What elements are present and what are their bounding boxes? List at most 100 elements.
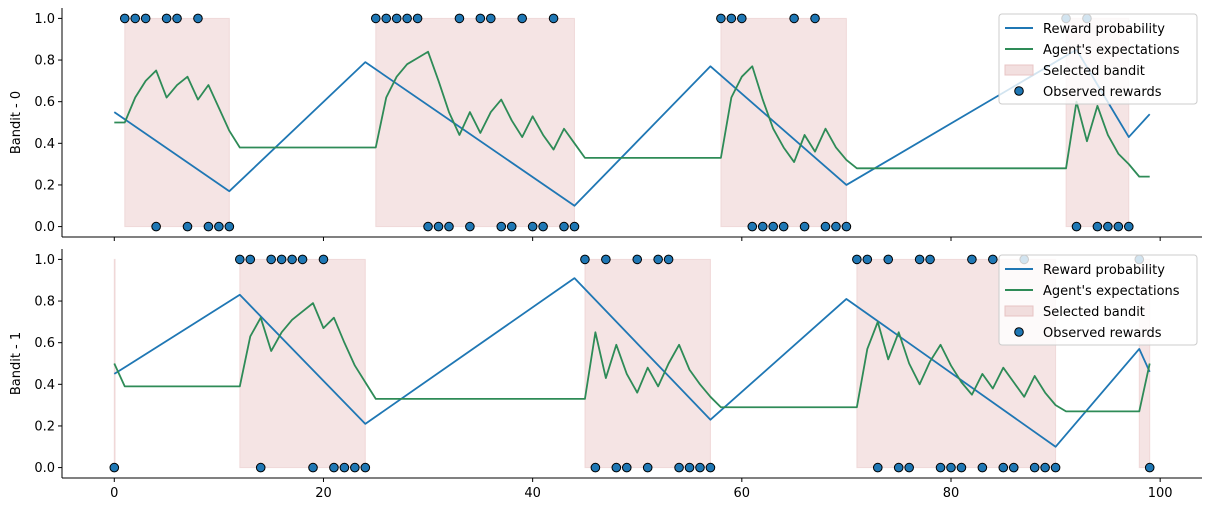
observed-reward-point — [946, 462, 956, 473]
observed-reward-point — [1103, 221, 1113, 232]
y-tick-label: 0.0 — [34, 461, 55, 476]
y-tick-label: 0.6 — [34, 95, 55, 110]
observed-reward-point — [1008, 462, 1019, 473]
observed-reward-point — [245, 254, 256, 265]
selected-region-1 — [239, 258, 366, 469]
legend-expect-label: Agent's expectations — [1043, 284, 1180, 299]
observed-reward-point — [820, 221, 831, 232]
legend-selected-label: Selected bandit — [1043, 64, 1145, 79]
observed-reward-point — [496, 221, 507, 232]
observed-reward-point — [757, 221, 768, 232]
observed-reward-point — [339, 462, 350, 473]
x-tick-label: 60 — [734, 486, 751, 501]
observed-reward-point — [360, 462, 371, 473]
observed-reward-point — [1123, 221, 1134, 232]
observed-reward-point — [590, 462, 601, 473]
observed-reward-point — [308, 462, 318, 473]
observed-reward-point — [1029, 462, 1040, 473]
selected-region-2 — [584, 258, 711, 469]
y-tick-label: 0.4 — [34, 378, 55, 393]
y-axis-label: Bandit - 1 — [9, 332, 24, 395]
observed-reward-point — [151, 221, 161, 232]
legend-box — [998, 254, 1198, 346]
observed-reward-point — [559, 221, 569, 232]
agent-expectations-line — [113, 302, 1151, 413]
observed-reward-point — [433, 221, 444, 232]
observed-reward-point — [297, 254, 308, 265]
observed-reward-point — [642, 462, 653, 473]
x-tick-label: 0 — [110, 486, 118, 501]
observed-reward-point — [1144, 462, 1155, 473]
y-tick-label: 0.8 — [34, 54, 55, 69]
observed-reward-point — [747, 221, 758, 232]
reward-probability-line — [113, 277, 1151, 448]
selected-region-0 — [124, 17, 230, 228]
observed-reward-point — [255, 462, 266, 473]
y-tick-label: 0.2 — [34, 419, 55, 434]
observed-reward-point — [193, 13, 203, 24]
observed-reward-point — [569, 221, 580, 232]
observed-reward-point — [412, 13, 423, 24]
observed-reward-point — [538, 221, 548, 232]
observed-reward-point — [140, 13, 151, 24]
observed-reward-point — [653, 254, 663, 265]
observed-reward-point — [1113, 221, 1124, 232]
legend-observed-swatch — [1014, 86, 1024, 96]
observed-reward-point — [318, 254, 329, 265]
observed-reward-point — [705, 462, 716, 473]
legend-selected-swatch — [1004, 305, 1034, 317]
observed-reward-point — [465, 221, 475, 232]
y-tick-label: 0.4 — [34, 137, 55, 152]
observed-reward-point — [632, 254, 643, 265]
observed-reward-point — [109, 462, 120, 473]
legend-reward-label: Reward probability — [1043, 263, 1165, 278]
observed-reward-point — [391, 13, 402, 24]
observed-reward-point — [663, 254, 674, 265]
observed-reward-point — [548, 13, 559, 24]
observed-reward-point — [914, 254, 925, 265]
observed-reward-point — [862, 254, 873, 265]
legend-box — [998, 13, 1198, 105]
observed-reward-point — [486, 13, 496, 24]
observed-reward-point — [935, 462, 946, 473]
observed-reward-point — [768, 221, 778, 232]
observed-reward-point — [737, 13, 747, 24]
observed-reward-point — [266, 254, 276, 265]
panel-1: 0.0 0.2 0.4 0.6 0.8 1.0 0 20 40 60 80 100 Bandit - 1… — [9, 249, 1202, 501]
legend-observed-label: Observed rewards — [1043, 85, 1162, 100]
selected-region-2 — [720, 17, 847, 228]
observed-reward-point — [611, 462, 622, 473]
observed-reward-point — [172, 13, 182, 24]
panel-0: 0.0 0.2 0.4 0.6 0.8 1.0 Bandit - 0 Reward proba… — [9, 8, 1202, 241]
y-tick-label: 0.8 — [34, 295, 55, 310]
observed-reward-point — [956, 462, 967, 473]
observed-reward-point — [402, 13, 412, 24]
x-tick-label: 100 — [1148, 486, 1173, 501]
observed-reward-point — [517, 13, 527, 24]
observed-reward-point — [684, 462, 695, 473]
agent-expectations-line — [114, 50, 1150, 178]
observed-reward-point — [161, 13, 172, 24]
legend-selected-swatch — [1004, 64, 1034, 76]
observed-reward-point — [381, 13, 392, 24]
observed-reward-point — [799, 221, 810, 232]
observed-reward-point — [716, 13, 726, 24]
observed-reward-point — [726, 13, 737, 24]
observed-reward-point — [967, 254, 977, 265]
observed-reward-point — [350, 462, 360, 473]
observed-reward-point — [454, 13, 465, 24]
observed-reward-point — [329, 462, 339, 473]
observed-reward-point — [852, 254, 862, 265]
observed-reward-point — [841, 221, 852, 232]
x-tick-label: 80 — [943, 486, 960, 501]
observed-reward-point — [203, 221, 214, 232]
observed-reward-point — [893, 462, 904, 473]
y-axis-label: Bandit - 0 — [9, 91, 24, 154]
observed-reward-point — [810, 13, 820, 24]
observed-reward-point — [287, 254, 297, 265]
observed-reward-point — [998, 462, 1009, 473]
reward-probability-line — [113, 48, 1151, 207]
observed-reward-point — [580, 254, 590, 265]
observed-reward-point — [988, 254, 998, 265]
observed-reward-point — [182, 221, 193, 232]
